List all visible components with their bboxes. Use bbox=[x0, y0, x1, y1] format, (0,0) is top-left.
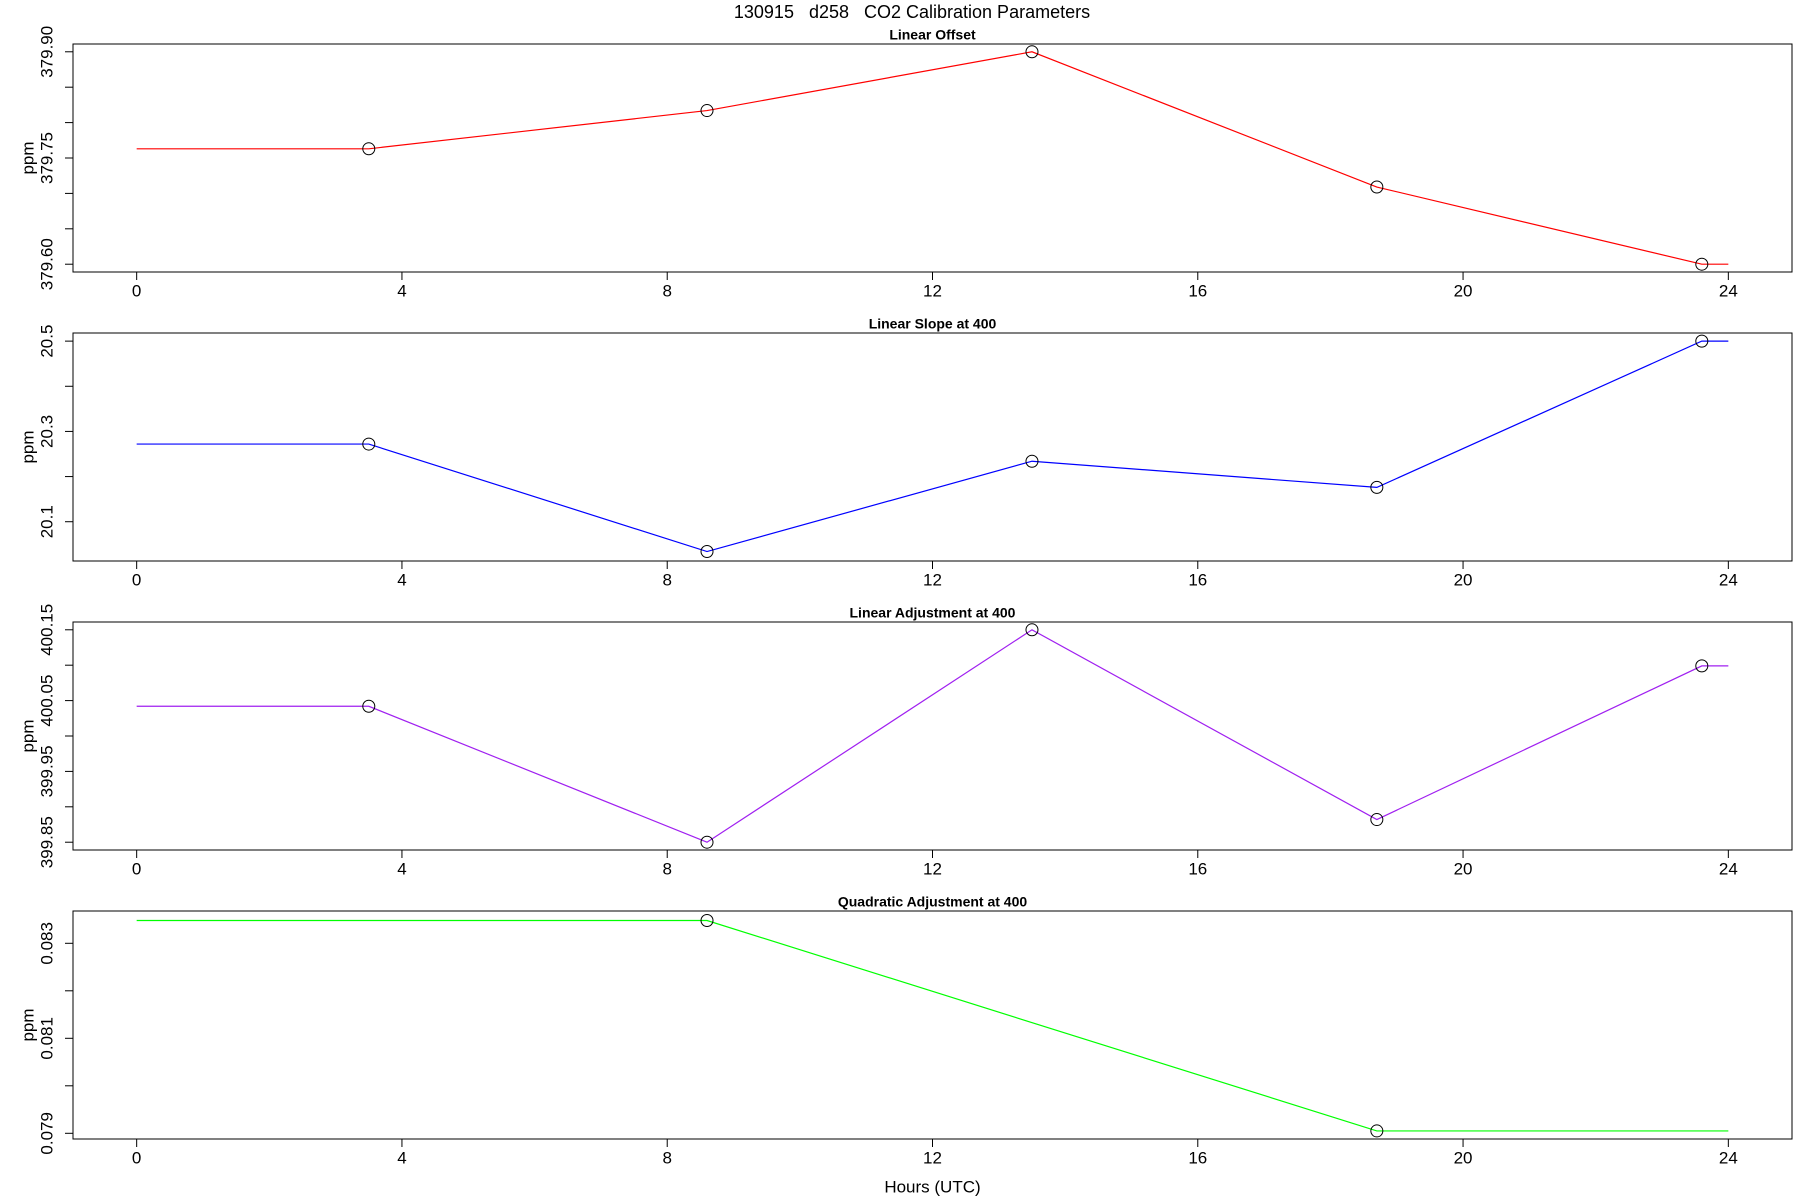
data-point bbox=[1370, 180, 1384, 194]
panel-title: Linear Slope at 400 bbox=[869, 316, 997, 332]
data-point bbox=[362, 142, 376, 156]
x-tick-label: 16 bbox=[1188, 281, 1207, 300]
x-tick-label: 12 bbox=[923, 281, 942, 300]
x-tick-label: 16 bbox=[1188, 859, 1207, 878]
y-tick-label: 0.083 bbox=[37, 922, 56, 965]
panel: Quadratic Adjustment at 400 0 4 8 12 16 20 24 0.… bbox=[18, 894, 1793, 1196]
y-tick-label: 379.75 bbox=[37, 132, 56, 184]
main-title: 130915 d258 CO2 Calibration Parameters bbox=[734, 2, 1090, 22]
panel: Linear Slope at 400 0 4 8 12 16 20 24 20.1 20.3 20… bbox=[18, 316, 1793, 589]
data-point bbox=[700, 545, 714, 559]
x-tick-label: 8 bbox=[662, 570, 671, 589]
y-axis-label: ppm bbox=[18, 719, 37, 752]
x-tick-label: 4 bbox=[397, 281, 406, 300]
y-tick-label: 379.60 bbox=[37, 238, 56, 290]
x-tick-label: 0 bbox=[132, 281, 141, 300]
data-point bbox=[1370, 480, 1384, 494]
x-tick-label: 0 bbox=[132, 570, 141, 589]
panel-title: Quadratic Adjustment at 400 bbox=[838, 894, 1028, 910]
x-tick-label: 20 bbox=[1454, 859, 1473, 878]
y-tick-label: 20.3 bbox=[37, 415, 56, 448]
x-tick-label: 12 bbox=[923, 1148, 942, 1167]
data-point bbox=[700, 914, 714, 927]
y-tick-label: 400.05 bbox=[37, 675, 56, 727]
data-point bbox=[1695, 257, 1709, 271]
y-tick-label: 20.5 bbox=[37, 325, 56, 358]
y-tick-label: 0.081 bbox=[37, 1017, 56, 1060]
x-axis-label: Hours (UTC) bbox=[884, 1177, 980, 1196]
plot-frame bbox=[72, 332, 1793, 562]
x-tick-label: 24 bbox=[1719, 859, 1738, 878]
y-axis-label: ppm bbox=[18, 430, 37, 463]
y-tick-label: 400.15 bbox=[37, 604, 56, 656]
y-tick-label: 399.85 bbox=[37, 816, 56, 868]
y-axis-label: ppm bbox=[18, 141, 37, 174]
data-point bbox=[1370, 813, 1384, 827]
x-tick-label: 20 bbox=[1454, 281, 1473, 300]
y-tick-label: 0.079 bbox=[37, 1112, 56, 1155]
plot-frame bbox=[72, 910, 1793, 1140]
data-point bbox=[1025, 454, 1039, 468]
x-tick-label: 12 bbox=[923, 570, 942, 589]
data-point bbox=[1025, 623, 1039, 637]
data-point bbox=[362, 699, 376, 713]
x-tick-label: 0 bbox=[132, 1148, 141, 1167]
plot-frame bbox=[72, 621, 1793, 851]
x-tick-label: 20 bbox=[1454, 1148, 1473, 1167]
y-tick-label: 20.1 bbox=[37, 505, 56, 538]
x-tick-label: 8 bbox=[662, 281, 671, 300]
x-tick-label: 0 bbox=[132, 859, 141, 878]
data-line bbox=[136, 340, 1729, 553]
data-point bbox=[700, 104, 714, 118]
data-line bbox=[136, 51, 1729, 265]
x-tick-label: 24 bbox=[1719, 1148, 1738, 1167]
x-tick-label: 16 bbox=[1188, 570, 1207, 589]
x-tick-label: 24 bbox=[1719, 570, 1738, 589]
x-tick-label: 8 bbox=[662, 1148, 671, 1167]
y-tick-label: 379.90 bbox=[37, 26, 56, 78]
x-tick-label: 16 bbox=[1188, 1148, 1207, 1167]
panel-title: Linear Offset bbox=[889, 27, 976, 43]
x-tick-label: 4 bbox=[397, 859, 406, 878]
data-point bbox=[362, 437, 376, 451]
data-point bbox=[1370, 1124, 1384, 1138]
panel: Linear Offset 0 4 8 12 16 20 24 379.60 379.75 379.… bbox=[18, 26, 1793, 300]
data-point bbox=[1025, 45, 1039, 59]
x-tick-label: 20 bbox=[1454, 570, 1473, 589]
y-tick-label: 399.95 bbox=[37, 745, 56, 797]
data-point bbox=[1695, 334, 1709, 348]
data-point bbox=[700, 835, 714, 849]
x-tick-label: 4 bbox=[397, 570, 406, 589]
data-line bbox=[136, 919, 1729, 1132]
plot-frame bbox=[72, 43, 1793, 273]
panel-title: Linear Adjustment at 400 bbox=[850, 605, 1016, 621]
x-tick-label: 24 bbox=[1719, 281, 1738, 300]
data-point bbox=[1695, 659, 1709, 673]
x-tick-label: 8 bbox=[662, 859, 671, 878]
x-tick-label: 4 bbox=[397, 1148, 406, 1167]
x-tick-label: 12 bbox=[923, 859, 942, 878]
y-axis-label: ppm bbox=[18, 1008, 37, 1041]
panel: Linear Adjustment at 400 0 4 8 12 16 20 24 399.8… bbox=[18, 604, 1793, 878]
data-line bbox=[136, 629, 1729, 843]
